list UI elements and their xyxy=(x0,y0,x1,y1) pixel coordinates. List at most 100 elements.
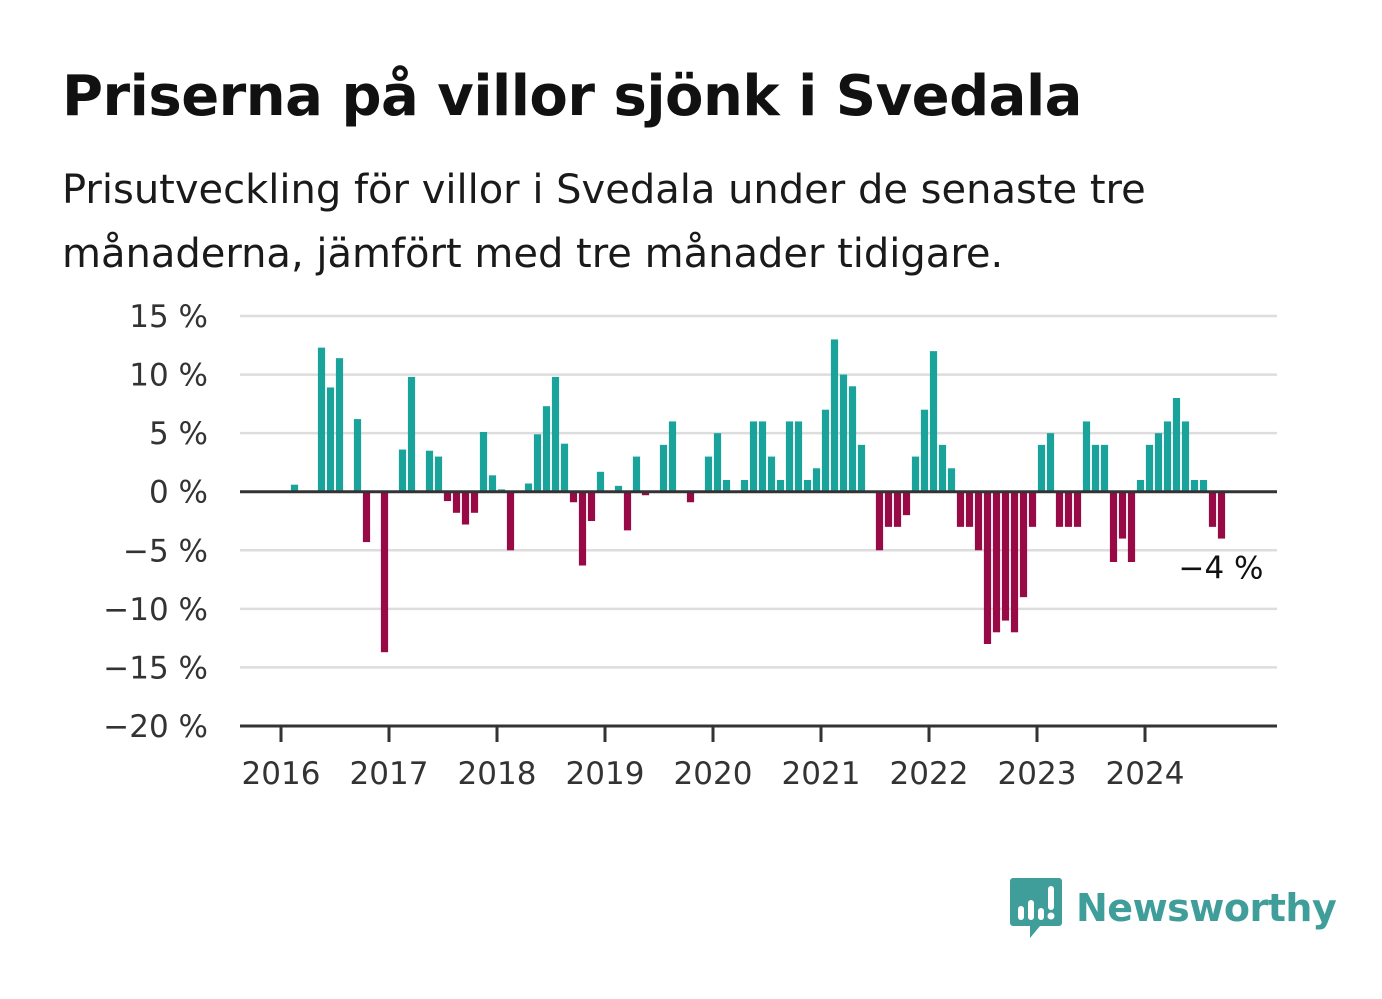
bar xyxy=(722,480,731,492)
bar xyxy=(812,468,821,492)
bar xyxy=(974,491,983,551)
bar xyxy=(821,409,830,492)
bar xyxy=(767,456,776,492)
x-tick-label: 2018 xyxy=(458,756,537,792)
bar xyxy=(380,491,389,653)
bar xyxy=(794,421,803,492)
bar xyxy=(1145,444,1154,492)
x-tick-label: 2016 xyxy=(242,756,321,792)
bar xyxy=(830,339,839,492)
bar xyxy=(551,376,560,492)
bar xyxy=(578,491,587,566)
y-axis-labels: 15 % 10 % 5 % 0 % −5 % −10 % −15 % −20 % xyxy=(103,299,208,745)
bar xyxy=(1064,491,1073,527)
bar xyxy=(713,433,722,492)
bar xyxy=(479,431,488,492)
y-tick-label: −15 % xyxy=(103,650,208,686)
bar xyxy=(803,480,812,492)
bar xyxy=(956,491,965,527)
x-tick-label: 2024 xyxy=(1106,756,1185,792)
bar xyxy=(1217,491,1226,539)
bar xyxy=(326,387,335,492)
bar xyxy=(911,456,920,492)
x-tick-label: 2020 xyxy=(674,756,753,792)
axes xyxy=(240,490,1277,728)
x-tick-label: 2021 xyxy=(782,756,861,792)
bar xyxy=(1073,491,1082,527)
bar xyxy=(938,444,947,492)
y-tick-label: 0 % xyxy=(149,475,208,511)
x-tick-label: 2017 xyxy=(350,756,429,792)
bar xyxy=(1163,421,1172,492)
bar xyxy=(569,491,578,503)
brand-logo: Newsworthy xyxy=(1010,878,1337,938)
x-axis-labels: 2016 2017 2018 2019 2020 2021 2022 2023 2024 xyxy=(242,726,1185,792)
bars xyxy=(290,339,1226,653)
bar xyxy=(641,491,650,496)
bar xyxy=(614,485,623,492)
y-tick-label: −10 % xyxy=(103,592,208,628)
bar xyxy=(776,480,785,492)
bar xyxy=(560,443,569,492)
bar xyxy=(452,491,461,513)
bar xyxy=(1127,491,1136,562)
bar xyxy=(659,444,668,492)
bar xyxy=(623,491,632,531)
bar xyxy=(425,450,434,492)
y-tick-label: 5 % xyxy=(149,416,208,452)
bar xyxy=(758,421,767,492)
bar xyxy=(875,491,884,551)
bar xyxy=(587,491,596,521)
bar xyxy=(434,456,443,492)
bar xyxy=(443,491,452,502)
bar xyxy=(992,491,1001,633)
bar xyxy=(920,409,929,492)
bar xyxy=(965,491,974,527)
y-tick-label: 15 % xyxy=(129,299,208,335)
bar xyxy=(839,374,848,492)
bar xyxy=(1136,480,1145,492)
bar xyxy=(1001,491,1010,621)
y-tick-label: −20 % xyxy=(103,709,208,745)
y-tick-label: 10 % xyxy=(129,358,208,394)
bar xyxy=(1208,491,1217,527)
bar xyxy=(902,491,911,516)
bar xyxy=(1028,491,1037,527)
newsworthy-icon xyxy=(1010,878,1062,938)
bar xyxy=(353,419,362,492)
bar xyxy=(1046,433,1055,492)
last-value-label: −4 % xyxy=(1178,551,1263,587)
bar xyxy=(362,491,371,543)
chart-subtitle: Prisutveckling för villor i Svedala unde… xyxy=(62,167,1146,277)
bar xyxy=(686,491,695,503)
bar xyxy=(947,468,956,492)
bar xyxy=(848,386,857,492)
brand-name: Newsworthy xyxy=(1076,886,1337,930)
bar xyxy=(1082,421,1091,492)
bar xyxy=(1019,491,1028,598)
x-tick-label: 2019 xyxy=(566,756,645,792)
bar xyxy=(1091,444,1100,492)
bar xyxy=(1190,480,1199,492)
bar xyxy=(857,444,866,492)
bar xyxy=(1010,491,1019,633)
bar xyxy=(1055,491,1064,527)
bar xyxy=(929,351,938,492)
bar xyxy=(506,491,515,551)
bar xyxy=(983,491,992,644)
x-tick-label: 2023 xyxy=(998,756,1077,792)
bar xyxy=(542,406,551,492)
annotations: −4 % xyxy=(1178,551,1263,587)
bar xyxy=(1172,398,1181,492)
bar xyxy=(596,471,605,492)
bar xyxy=(524,483,533,492)
bar xyxy=(1109,491,1118,562)
bar xyxy=(335,358,344,492)
bar xyxy=(740,480,749,492)
y-tick-label: −5 % xyxy=(123,533,208,569)
bar xyxy=(470,491,479,513)
bar xyxy=(1037,444,1046,492)
chart-title: Priserna på villor sjönk i Svedala xyxy=(62,64,1082,129)
bar xyxy=(398,449,407,492)
